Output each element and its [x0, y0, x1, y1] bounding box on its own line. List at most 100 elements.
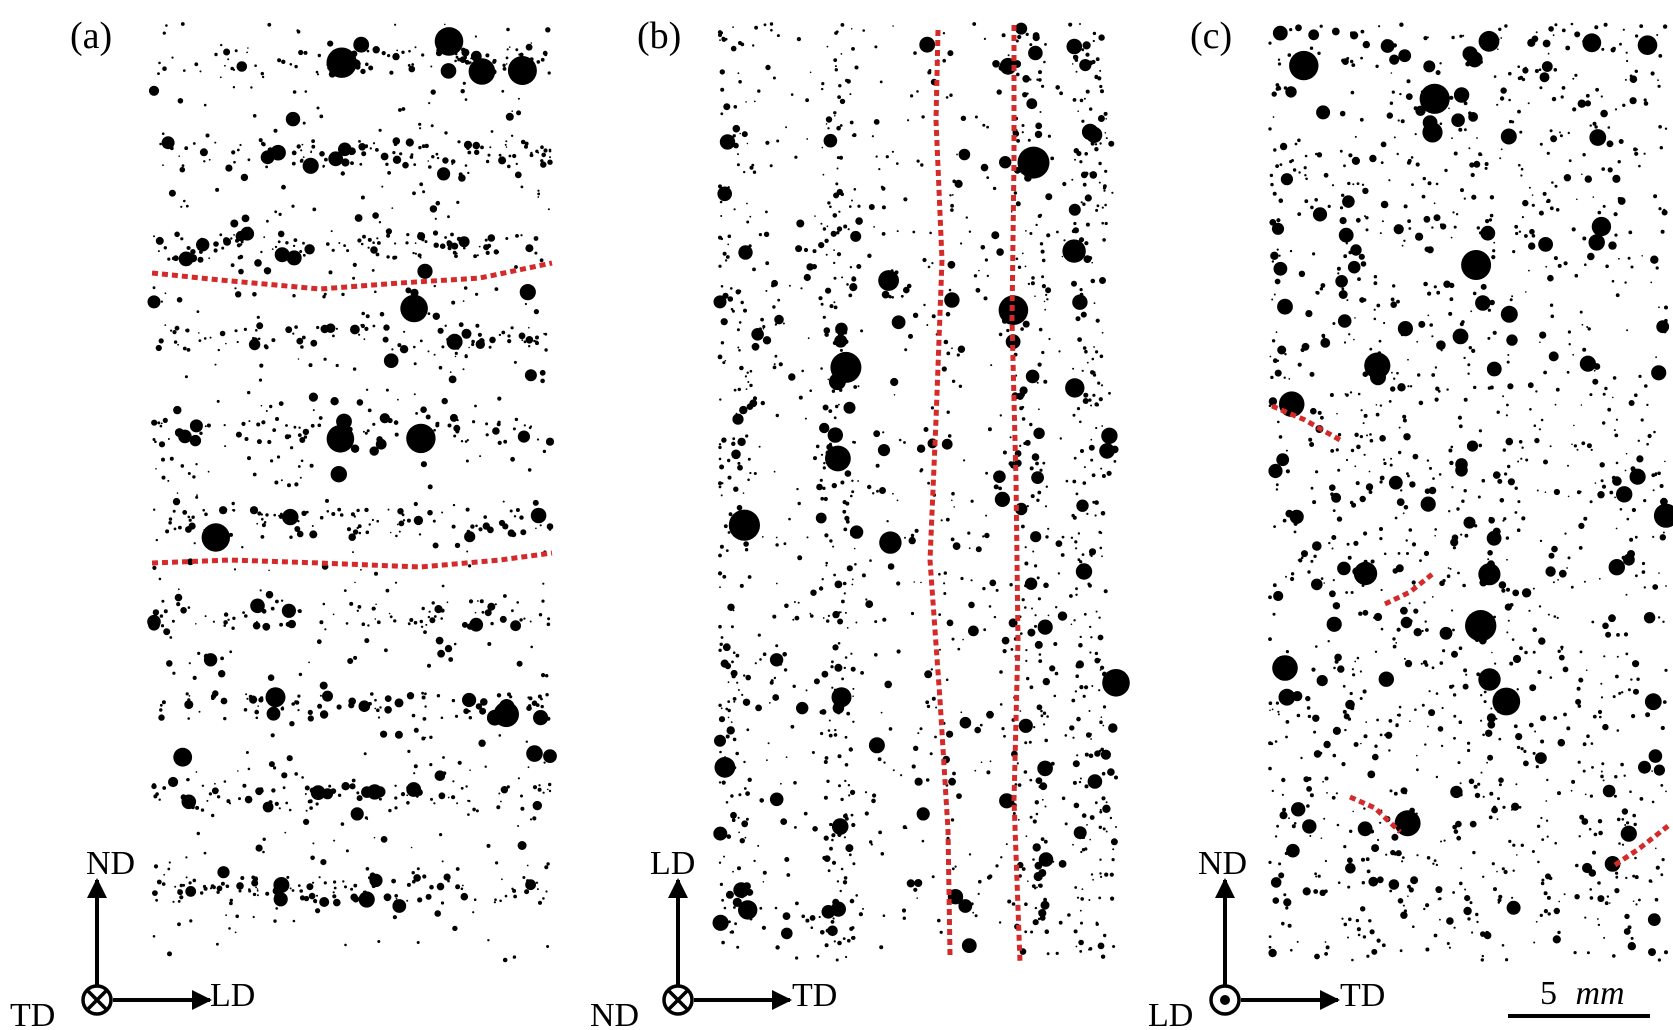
- pore: [478, 66, 481, 69]
- pore: [1100, 467, 1103, 470]
- pore: [737, 346, 740, 349]
- pore: [363, 338, 366, 341]
- pore: [281, 59, 286, 64]
- pore: [1076, 150, 1082, 157]
- pore: [391, 207, 394, 210]
- pore: [1500, 305, 1518, 323]
- pore: [725, 890, 734, 899]
- pore: [185, 526, 192, 533]
- pore: [1084, 784, 1089, 789]
- pore: [515, 48, 519, 52]
- pore: [898, 438, 902, 442]
- pore: [1084, 241, 1089, 246]
- pore: [1362, 609, 1369, 616]
- pore: [162, 417, 168, 423]
- pore: [517, 825, 520, 827]
- pore: [1633, 688, 1639, 695]
- pore: [1486, 361, 1502, 377]
- pore: [1532, 751, 1536, 755]
- pore: [1018, 718, 1033, 733]
- pore: [456, 200, 460, 204]
- pore: [1493, 75, 1497, 78]
- pore: [155, 236, 164, 245]
- pore: [427, 663, 431, 668]
- pore: [260, 535, 265, 539]
- pore: [1491, 862, 1495, 866]
- pore: [535, 149, 539, 153]
- pore: [849, 525, 864, 539]
- pore: [1583, 580, 1586, 583]
- pore: [1487, 754, 1494, 761]
- pore: [414, 242, 417, 245]
- pore: [1297, 212, 1302, 217]
- pore: [322, 713, 326, 717]
- pore: [887, 563, 895, 570]
- pore: [1370, 559, 1375, 564]
- pore: [302, 253, 306, 257]
- pore: [1600, 95, 1603, 98]
- pore: [1058, 860, 1067, 868]
- pore: [1593, 369, 1596, 372]
- pore: [1480, 958, 1485, 962]
- panel-c-pores: [1268, 22, 1673, 962]
- pore: [1047, 527, 1050, 530]
- pore: [441, 860, 444, 863]
- pore: [1408, 887, 1414, 893]
- pore: [1302, 819, 1317, 834]
- pore: [373, 836, 376, 839]
- pore: [941, 366, 947, 372]
- pore: [773, 676, 777, 680]
- pore: [818, 242, 825, 249]
- pore: [1285, 906, 1289, 910]
- pore: [1503, 869, 1508, 875]
- pore: [1481, 954, 1485, 958]
- pore: [831, 482, 837, 489]
- pore: [1324, 776, 1329, 781]
- pore: [316, 73, 320, 76]
- pore: [1353, 742, 1359, 747]
- pore: [1035, 461, 1039, 466]
- pore: [286, 755, 293, 762]
- pore: [1620, 762, 1624, 767]
- pore: [970, 579, 973, 582]
- pore: [178, 251, 194, 267]
- pore: [1098, 34, 1105, 41]
- pore: [1277, 86, 1282, 91]
- pore: [1032, 919, 1039, 926]
- pore: [1581, 173, 1583, 176]
- pore: [725, 707, 729, 711]
- pore: [1078, 643, 1083, 648]
- pore: [485, 433, 489, 437]
- pore: [1075, 243, 1078, 247]
- pore: [1094, 657, 1101, 664]
- pore: [1030, 930, 1034, 934]
- pore: [385, 228, 392, 235]
- pore: [466, 146, 470, 150]
- pore: [1002, 450, 1007, 455]
- pore: [763, 23, 767, 27]
- pore: [384, 648, 388, 653]
- pore: [1296, 940, 1299, 943]
- pore: [1017, 265, 1022, 269]
- pore: [267, 22, 272, 27]
- pore: [1041, 798, 1044, 801]
- pore: [950, 203, 954, 208]
- pore: [1590, 448, 1593, 451]
- pore: [1638, 760, 1651, 774]
- pore: [1451, 137, 1453, 140]
- pore: [530, 42, 533, 44]
- pore: [281, 706, 284, 709]
- pore: [1634, 393, 1638, 398]
- pore: [1038, 883, 1042, 888]
- pore: [219, 506, 228, 515]
- pore: [326, 425, 355, 453]
- pore: [1636, 455, 1644, 463]
- pore: [325, 498, 329, 503]
- pore: [548, 528, 552, 531]
- pore: [746, 202, 748, 205]
- pore: [1523, 760, 1529, 767]
- pore: [248, 420, 251, 423]
- pore: [730, 930, 735, 934]
- pore: [165, 24, 168, 27]
- pore: [826, 779, 830, 783]
